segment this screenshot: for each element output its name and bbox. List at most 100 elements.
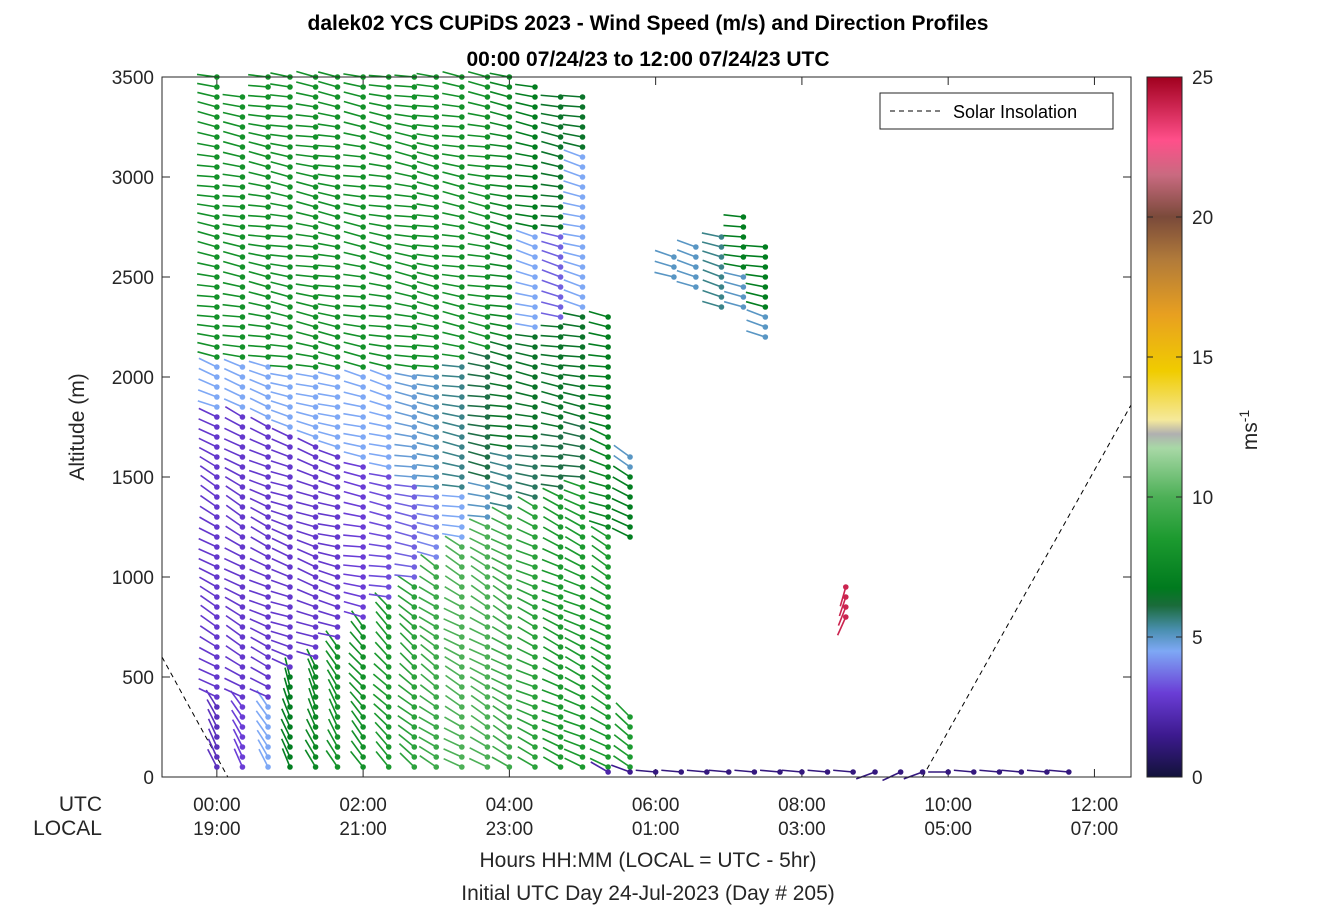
wind-barb-line xyxy=(540,161,561,168)
wind-barb-line xyxy=(295,631,316,638)
wind-barb-dot xyxy=(433,104,440,110)
wind-barb-dot xyxy=(239,554,246,560)
wind-barb-dot xyxy=(532,314,538,320)
wind-barb-dot xyxy=(484,84,491,90)
wind-barb-dot xyxy=(360,164,366,170)
wind-barb-line xyxy=(369,510,389,518)
wind-barb-line xyxy=(344,369,364,378)
wind-barb-line xyxy=(224,596,243,608)
wind-barb-dot xyxy=(411,404,418,410)
wind-barb-dot xyxy=(287,154,293,160)
wind-barb-line xyxy=(248,360,269,368)
wind-barb-dot xyxy=(557,274,564,280)
wind-barb-dot xyxy=(360,284,366,290)
wind-barb-line xyxy=(541,269,561,278)
wind-barb-line xyxy=(469,666,488,678)
wind-barb-dot xyxy=(360,294,366,300)
wind-barb-line xyxy=(318,210,338,218)
wind-barb-dot xyxy=(385,84,392,90)
wind-barb-line xyxy=(248,94,269,98)
wind-barb-dot xyxy=(265,174,271,180)
wind-barb-dot xyxy=(265,424,271,430)
wind-barb-dot xyxy=(433,744,440,750)
wind-barb-line xyxy=(394,261,415,268)
wind-barb-dot xyxy=(239,104,246,110)
wind-barb-dot xyxy=(287,714,293,720)
wind-barb-line xyxy=(394,193,415,198)
wind-barb-dot xyxy=(433,494,440,500)
wind-barb-dot xyxy=(433,474,440,480)
wind-barb-line xyxy=(442,81,463,88)
wind-barb-dot xyxy=(433,254,440,260)
wind-barb-line xyxy=(271,547,291,558)
wind-barb-dot xyxy=(579,94,586,100)
wind-barb-dot xyxy=(385,214,392,220)
wind-barb-dot xyxy=(334,224,341,230)
wind-barb-line xyxy=(296,548,316,558)
wind-barb-dot xyxy=(605,564,611,570)
wind-barb-dot xyxy=(842,604,849,610)
wind-barb-dot xyxy=(360,444,366,450)
wind-barb-line xyxy=(248,193,269,198)
wind-barb-dot xyxy=(360,124,366,130)
wind-barb-dot xyxy=(579,294,586,300)
wind-barb-line xyxy=(590,575,609,588)
wind-barb-line xyxy=(373,703,390,718)
wind-barb-line xyxy=(441,124,462,128)
wind-barb-line xyxy=(467,340,488,348)
wind-barb-line xyxy=(256,729,269,748)
wind-barb-dot xyxy=(312,154,319,160)
wind-barb-dot xyxy=(579,444,586,450)
wind-barb-line xyxy=(296,320,316,328)
wind-barb-line xyxy=(394,291,415,298)
wind-barb-dot xyxy=(312,744,319,750)
wind-barb-line xyxy=(255,720,269,738)
wind-barb-dot xyxy=(334,364,341,370)
wind-barb-dot xyxy=(239,304,246,310)
wind-barb-dot xyxy=(312,574,319,580)
wind-barb-dot xyxy=(506,624,513,630)
wind-barb-line xyxy=(282,687,291,708)
wind-barb-dot xyxy=(334,694,341,700)
wind-barb-dot xyxy=(334,214,341,220)
wind-barb-dot xyxy=(579,674,586,680)
wind-barb-line xyxy=(515,204,536,208)
wind-barb-dot xyxy=(312,444,319,450)
wind-barb-dot xyxy=(605,644,611,650)
wind-barb-line xyxy=(491,566,510,578)
wind-barb-line xyxy=(222,151,243,158)
surface-wind-barb-dot xyxy=(777,769,783,775)
wind-barb-dot xyxy=(312,264,319,270)
wind-barb-dot xyxy=(506,384,513,390)
wind-barb-line xyxy=(489,340,510,348)
wind-barb-line xyxy=(563,568,583,578)
wind-barb-dot xyxy=(239,594,246,600)
wind-barb-dot xyxy=(605,374,611,380)
wind-barb-line xyxy=(489,452,510,458)
wind-barb-line xyxy=(349,750,364,768)
wind-barb-line xyxy=(270,263,291,268)
wind-barb-line xyxy=(317,123,338,128)
wind-barb-dot xyxy=(532,264,538,270)
wind-barb-dot xyxy=(506,664,513,670)
wind-barb-line xyxy=(490,527,510,538)
wind-barb-dot xyxy=(557,444,564,450)
wind-barb-line xyxy=(197,400,218,408)
surface-wind-barb-line xyxy=(1026,769,1047,773)
wind-barb-line xyxy=(296,479,316,488)
wind-barb-line xyxy=(197,341,218,348)
wind-barb-line xyxy=(418,745,437,758)
wind-barb-dot xyxy=(532,444,538,450)
wind-barb-dot xyxy=(239,334,246,340)
wind-barb-line xyxy=(612,465,631,478)
wind-barb-line xyxy=(420,673,437,688)
wind-barb-line xyxy=(224,587,243,598)
wind-barb-dot xyxy=(557,734,564,740)
wind-barb-line xyxy=(232,728,244,748)
wind-barb-line xyxy=(489,322,510,328)
wind-barb-line xyxy=(540,422,561,428)
wind-barb-dot xyxy=(627,734,633,740)
wind-barb-line xyxy=(515,351,536,358)
wind-barb-dot xyxy=(214,194,220,200)
wind-barb-line xyxy=(416,474,437,478)
